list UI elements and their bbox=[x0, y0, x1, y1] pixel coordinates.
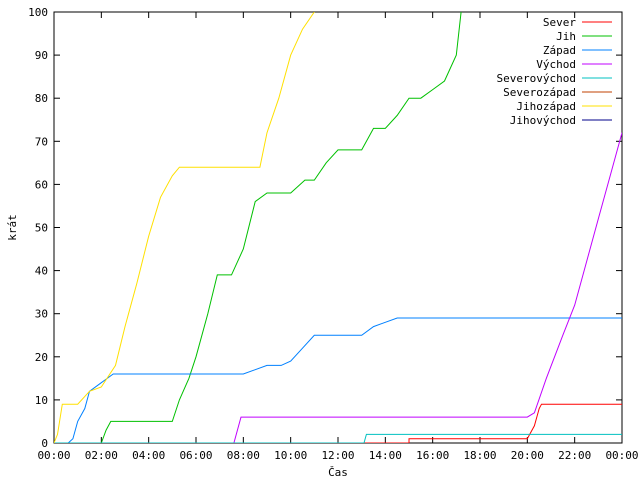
x-tick-label: 22:00 bbox=[558, 449, 591, 462]
x-tick-label: 00:00 bbox=[605, 449, 638, 462]
y-tick-label: 60 bbox=[35, 178, 48, 191]
x-axis: 00:00 02:00 04:00 06:00 08:00 10:00 12:00 14:00… bbox=[37, 12, 639, 462]
y-axis-title: krát bbox=[6, 214, 19, 241]
legend-label: Východ bbox=[536, 58, 576, 71]
y-tick-label: 20 bbox=[35, 351, 48, 364]
legend: SeverJihZápadVýchodSeverovýchodSeverozáp… bbox=[497, 16, 612, 127]
series-line-5 bbox=[54, 433, 622, 443]
legend-label: Severovýchod bbox=[497, 72, 576, 85]
y-axis: 0 10 20 30 40 50 60 70 80 90 100 bbox=[28, 6, 622, 450]
x-tick-label: 14:00 bbox=[369, 449, 402, 462]
y-tick-label: 90 bbox=[35, 49, 48, 62]
series-lines bbox=[54, 12, 622, 443]
x-tick-label: 04:00 bbox=[132, 449, 165, 462]
x-tick-label: 08:00 bbox=[227, 449, 260, 462]
y-tick-label: 100 bbox=[28, 6, 48, 19]
legend-label: Sever bbox=[543, 16, 576, 29]
x-tick-label: 00:00 bbox=[37, 449, 70, 462]
legend-label: Jih bbox=[556, 30, 576, 43]
y-tick-label: 50 bbox=[35, 222, 48, 235]
legend-label: Jihozápad bbox=[516, 100, 576, 113]
x-tick-label: 18:00 bbox=[463, 449, 496, 462]
y-tick-label: 0 bbox=[41, 437, 48, 450]
y-tick-label: 30 bbox=[35, 308, 48, 321]
x-tick-label: 02:00 bbox=[85, 449, 118, 462]
series-line-7 bbox=[54, 12, 315, 443]
series-line-3 bbox=[54, 317, 622, 443]
series-line-4 bbox=[54, 132, 622, 443]
y-tick-label: 70 bbox=[35, 135, 48, 148]
y-tick-label: 10 bbox=[35, 394, 48, 407]
x-tick-label: 10:00 bbox=[274, 449, 307, 462]
legend-label: Západ bbox=[543, 44, 576, 57]
series-line-1 bbox=[54, 403, 622, 443]
legend-label: Severozápad bbox=[503, 86, 576, 99]
x-axis-title: Čas bbox=[328, 466, 348, 479]
y-tick-label: 40 bbox=[35, 265, 48, 278]
series-line-2 bbox=[54, 12, 462, 443]
x-tick-label: 20:00 bbox=[511, 449, 544, 462]
x-tick-label: 06:00 bbox=[179, 449, 212, 462]
x-tick-label: 16:00 bbox=[416, 449, 449, 462]
legend-label: Jihovýchod bbox=[510, 114, 576, 127]
y-tick-label: 80 bbox=[35, 92, 48, 105]
x-tick-label: 12:00 bbox=[321, 449, 354, 462]
